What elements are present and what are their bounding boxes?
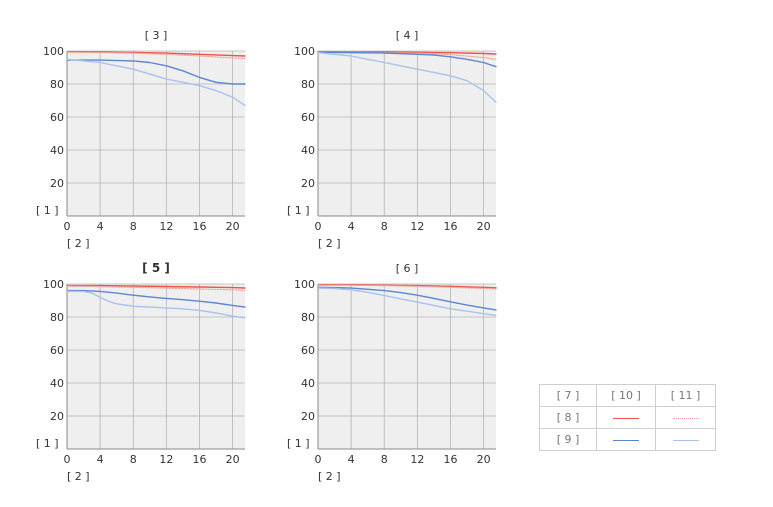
legend-swatch (672, 439, 699, 441)
series-line-3 (317, 52, 497, 103)
legend-header-col2: [ 11 ] (655, 384, 716, 407)
series-line-2 (317, 51, 497, 68)
y-tick-label: 40 (301, 144, 315, 157)
legend-row-label: [ 8 ] (539, 406, 597, 429)
x-tick-label: 4 (348, 453, 355, 466)
x-tick-label: 0 (315, 453, 322, 466)
x-tick-label: 20 (226, 453, 240, 466)
series-line-3 (66, 58, 246, 107)
chart-title: [ 4 ] (396, 29, 419, 42)
legend-row-label: [ 9 ] (539, 428, 597, 451)
x-axis-label: [ 2 ] (67, 470, 90, 483)
mtf-chart: 0 4 8 12 16 20 20 40 60 80 100 [ 4 ] [ 1 ] [ 2 ] (287, 29, 497, 250)
y-tick-label: 80 (50, 311, 64, 324)
series-line-2 (317, 286, 497, 311)
x-tick-label: 12 (159, 453, 173, 466)
x-tick-label: 4 (97, 453, 104, 466)
series-line-2 (66, 289, 246, 308)
y-tick-label: 60 (50, 344, 64, 357)
x-tick-label: 16 (192, 220, 206, 233)
y-tick-label: 100 (43, 45, 64, 58)
x-tick-label: 12 (410, 453, 424, 466)
legend-row: [ 8 ] (539, 406, 716, 429)
x-tick-label: 0 (315, 220, 322, 233)
y-tick-label: 100 (43, 278, 64, 291)
legend-row: [ 9 ] (539, 428, 716, 451)
y-tick-label: 100 (294, 45, 315, 58)
x-axis-label: [ 2 ] (67, 237, 90, 250)
y-axis-label: [ 1 ] (287, 437, 310, 450)
y-tick-label: 20 (301, 410, 315, 423)
series-line-3 (317, 287, 497, 317)
y-axis-label: [ 1 ] (287, 204, 310, 217)
y-tick-label: 80 (301, 78, 315, 91)
legend-header-col1: [ 10 ] (596, 384, 656, 407)
y-axis-label: [ 1 ] (36, 437, 59, 450)
chart-title: [ 3 ] (145, 29, 168, 42)
x-tick-label: 8 (381, 453, 388, 466)
series-line-3 (66, 290, 246, 319)
legend-swatch (672, 417, 699, 419)
x-tick-label: 8 (130, 220, 137, 233)
y-tick-label: 60 (301, 344, 315, 357)
x-tick-label: 20 (477, 453, 491, 466)
y-tick-label: 60 (301, 111, 315, 124)
x-tick-label: 0 (64, 220, 71, 233)
y-tick-label: 40 (50, 377, 64, 390)
x-tick-label: 12 (410, 220, 424, 233)
legend-swatch (613, 417, 639, 419)
legend-header-row: [ 7 ] [ 10 ] [ 11 ] (539, 384, 716, 407)
series-line-1 (66, 51, 246, 60)
series-line-1 (66, 285, 246, 291)
y-tick-label: 20 (50, 410, 64, 423)
x-tick-label: 12 (159, 220, 173, 233)
plot-area (318, 284, 496, 449)
legend-header-label: [ 7 ] (539, 384, 597, 407)
x-tick-label: 16 (443, 453, 457, 466)
mtf-chart: 0 4 8 12 16 20 20 40 60 80 100 [ 5 ] [ 1 ] [ 2 ] (36, 261, 246, 483)
x-tick-label: 4 (348, 220, 355, 233)
y-tick-label: 40 (50, 144, 64, 157)
x-tick-label: 20 (477, 220, 491, 233)
chart-title: [ 6 ] (396, 262, 419, 275)
mtf-chart: 0 4 8 12 16 20 20 40 60 80 100 [ 3 ] [ 1 ] [ 2 ] (36, 29, 246, 250)
x-tick-label: 20 (226, 220, 240, 233)
mtf-chart: 0 4 8 12 16 20 20 40 60 80 100 [ 6 ] [ 1 ] [ 2 ] (287, 262, 497, 483)
x-tick-label: 0 (64, 453, 71, 466)
series-line-1 (317, 284, 497, 290)
x-tick-label: 8 (130, 453, 137, 466)
plot-area (318, 51, 496, 216)
x-tick-label: 16 (192, 453, 206, 466)
y-tick-label: 80 (301, 311, 315, 324)
chart-title: [ 5 ] (142, 261, 170, 275)
legend-swatch (613, 439, 639, 441)
legend-table: [ 7 ] [ 10 ] [ 11 ] [ 8 ] [ 9 ] (539, 384, 716, 451)
y-tick-label: 80 (50, 78, 64, 91)
series-line-2 (66, 59, 246, 85)
y-tick-label: 100 (294, 278, 315, 291)
x-tick-label: 16 (443, 220, 457, 233)
y-tick-label: 20 (50, 177, 64, 190)
plot-area (67, 284, 245, 449)
x-axis-label: [ 2 ] (318, 470, 341, 483)
y-tick-label: 20 (301, 177, 315, 190)
y-tick-label: 60 (50, 111, 64, 124)
x-tick-label: 8 (381, 220, 388, 233)
x-tick-label: 4 (97, 220, 104, 233)
x-axis-label: [ 2 ] (318, 237, 341, 250)
plot-area (67, 51, 245, 216)
y-tick-label: 40 (301, 377, 315, 390)
y-axis-label: [ 1 ] (36, 204, 59, 217)
series-line-0 (66, 284, 246, 289)
